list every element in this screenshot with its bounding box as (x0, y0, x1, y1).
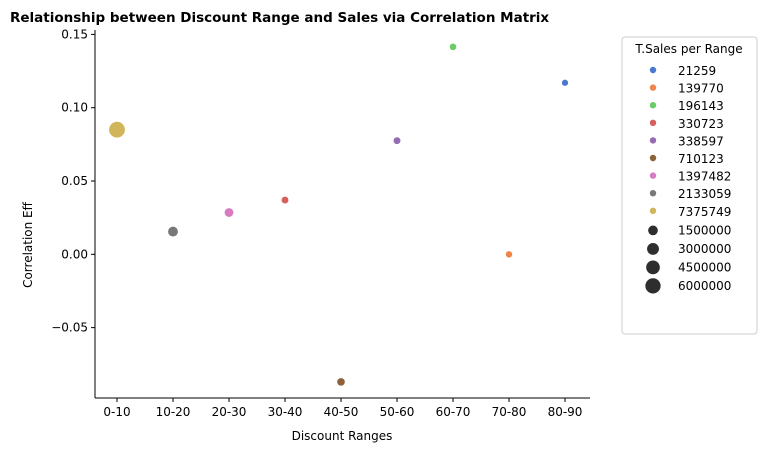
legend-label: 1397482 (678, 170, 731, 184)
legend-size-marker (647, 242, 659, 255)
legend-label: 710123 (678, 152, 724, 166)
legend-marker (649, 207, 657, 214)
legend-marker (649, 102, 657, 109)
legend-marker (649, 137, 657, 144)
y-tick-label: 0.05 (61, 174, 88, 188)
plot-area: 0-10 10-20 20-30 30-40 40-50 50-60 60-70 70-80 8… (51, 27, 590, 419)
legend-marker (649, 190, 657, 197)
x-tick-label: 10-20 (156, 405, 191, 419)
x-tick-label: 70-80 (492, 405, 527, 419)
data-point (108, 120, 126, 139)
x-tick-label: 20-30 (212, 405, 247, 419)
x-tick-label: 30-40 (268, 405, 303, 419)
legend-frame (621, 36, 758, 335)
x-tick-label: 40-50 (324, 405, 359, 419)
y-axis-label: Correlation Eff (21, 201, 35, 288)
legend-size-label: 4500000 (678, 260, 731, 274)
legend: T.Sales per Range 21259 139770 196143 330723… (621, 36, 758, 335)
x-tick-label: 0-10 (103, 405, 130, 419)
legend-size-marker (645, 278, 661, 294)
y-tick-label: 0.15 (61, 27, 88, 41)
data-point (280, 195, 290, 205)
legend-title: T.Sales per Range (634, 42, 742, 56)
legend-size-marker (648, 225, 658, 236)
legend-label: 2133059 (678, 187, 731, 201)
x-tick-label: 60-70 (436, 405, 471, 419)
data-point (223, 207, 235, 218)
data-point (167, 225, 179, 238)
y-tick-label: −0.05 (51, 321, 88, 335)
chart-title: Relationship between Discount Range and … (10, 10, 549, 26)
legend-label: 338597 (678, 134, 724, 148)
legend-size-label: 1500000 (678, 223, 731, 237)
legend-label: 196143 (678, 99, 724, 113)
x-axis-label: Discount Ranges (292, 429, 393, 443)
legend-size-label: 3000000 (678, 242, 731, 256)
legend-marker (649, 66, 657, 74)
x-tick-label: 80-90 (548, 405, 583, 419)
legend-label: 330723 (678, 117, 724, 131)
legend-marker (649, 154, 657, 162)
legend-label: 7375749 (678, 205, 731, 219)
data-point (504, 250, 514, 259)
data-point (336, 377, 346, 387)
x-tick-label: 50-60 (380, 405, 415, 419)
legend-marker (649, 172, 657, 179)
data-point (392, 136, 402, 145)
legend-label: 139770 (678, 82, 724, 96)
data-point (561, 78, 569, 87)
legend-size-label: 6000000 (678, 279, 731, 293)
legend-marker (649, 84, 657, 91)
legend-marker (649, 119, 657, 127)
data-points (108, 42, 569, 387)
data-point (448, 42, 458, 51)
legend-label: 21259 (678, 64, 716, 78)
y-tick-label: 0.00 (61, 247, 88, 261)
legend-size-marker (646, 260, 660, 275)
y-tick-label: 0.10 (61, 101, 88, 115)
